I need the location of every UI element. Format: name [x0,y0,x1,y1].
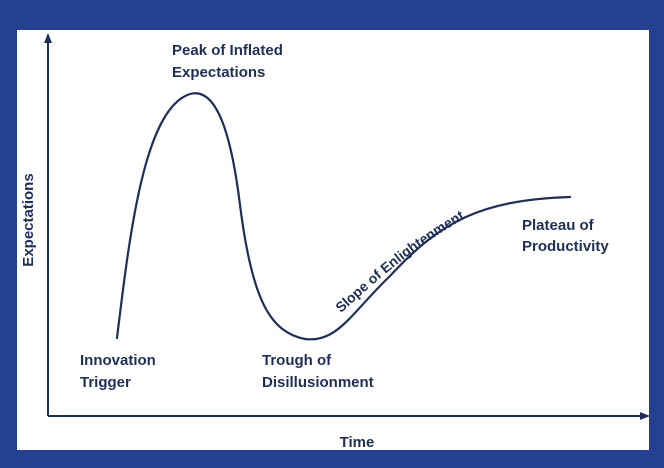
plateau-label: Plateau of Productivity [522,217,609,255]
y-axis-label: Expectations [20,173,37,266]
peak-label-line-1: Peak of Inflated [172,42,283,59]
plateau-label-line-2: Productivity [522,238,609,255]
trough-label-line-2: Disillusionment [262,374,374,391]
trough-label: Trough of Disillusionment [262,352,374,391]
peak-label-line-2: Expectations [172,64,265,81]
peak-label: Peak of Inflated Expectations [172,42,287,81]
innovation-trigger-line-2: Trigger [80,374,131,391]
innovation-trigger-label: Innovation Trigger [80,352,160,391]
innovation-trigger-line-1: Innovation [80,352,156,369]
trough-label-line-1: Trough of [262,352,332,369]
slope-label-text: Slope of Enlightenment [332,207,467,315]
slope-label: Slope of Enlightenment [332,207,467,315]
hype-curve [115,92,572,341]
plateau-label-line-1: Plateau of [522,217,595,234]
diagram-canvas [17,30,649,450]
x-axis-label: Time [340,434,375,451]
